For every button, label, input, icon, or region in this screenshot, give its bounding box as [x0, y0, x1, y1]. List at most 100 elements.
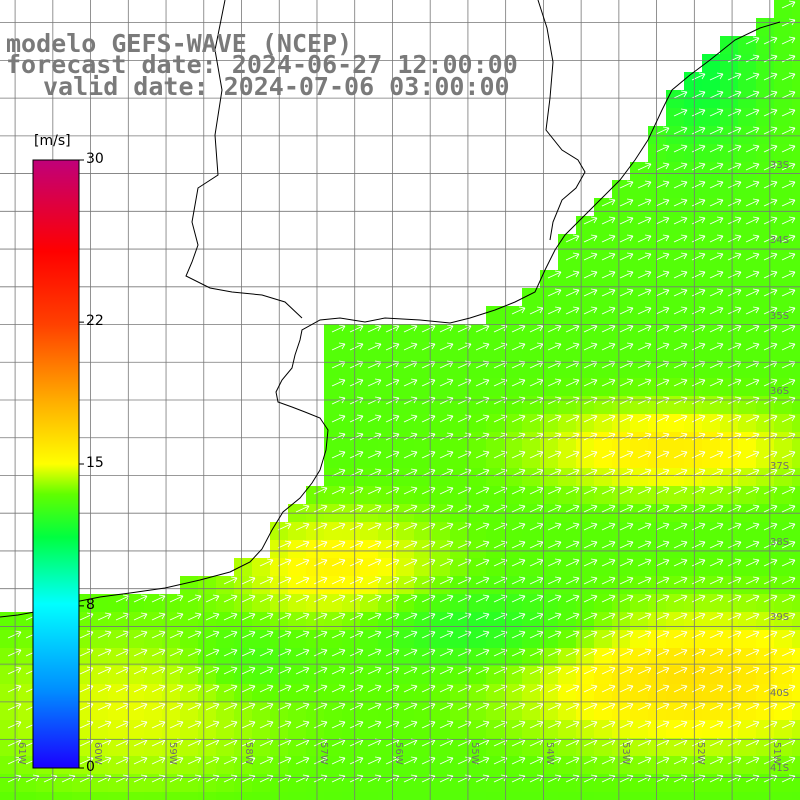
- wind-cell: [414, 594, 433, 613]
- wind-arrow: [619, 360, 634, 369]
- wind-arrow: [709, 396, 724, 405]
- wind-cell: [378, 720, 397, 739]
- wind-cell: [702, 378, 721, 397]
- wind-arrow: [673, 432, 688, 441]
- wind-arrow: [619, 630, 634, 639]
- wind-arrow: [565, 720, 580, 729]
- wind-cell: [252, 612, 271, 631]
- wind-arrow: [295, 558, 310, 567]
- wind-arrow: [601, 540, 616, 549]
- wind-cell: [486, 576, 505, 595]
- wind-arrow: [745, 450, 760, 459]
- wind-arrow: [727, 288, 742, 297]
- wind-arrow: [565, 756, 580, 765]
- wind-cell: [576, 432, 595, 451]
- wind-arrow: [583, 720, 598, 729]
- wind-cell: [252, 756, 271, 775]
- wind-cell: [90, 648, 109, 667]
- wind-cell: [414, 666, 433, 685]
- wind-cell: [702, 684, 721, 703]
- wind-arrow: [565, 342, 580, 351]
- wind-cell: [630, 360, 649, 379]
- wind-cell: [738, 324, 757, 343]
- wind-arrow: [547, 396, 562, 405]
- wind-arrow: [403, 522, 418, 531]
- wind-cell: [468, 342, 487, 361]
- wind-arrow: [709, 144, 724, 153]
- wind-arrow: [745, 540, 760, 549]
- wind-arrow: [511, 504, 526, 513]
- wind-arrow: [7, 684, 22, 693]
- wind-cell: [720, 702, 739, 721]
- wind-arrow: [709, 450, 724, 459]
- wind-cell: [486, 684, 505, 703]
- wind-cell: [306, 630, 325, 649]
- wind-cell: [594, 324, 613, 343]
- wind-cell: [666, 216, 685, 235]
- wind-arrow: [727, 270, 742, 279]
- wind-arrow: [529, 720, 544, 729]
- wind-cell: [576, 270, 595, 289]
- model-title: modelo GEFS-WAVE (NCEP): [6, 29, 353, 58]
- wind-arrow: [277, 612, 292, 621]
- wind-cell: [486, 648, 505, 667]
- wind-cell: [414, 522, 433, 541]
- lat-label: 36S: [770, 386, 790, 397]
- wind-cell: [504, 324, 523, 343]
- wind-cell: [198, 792, 217, 800]
- wind-arrow: [349, 630, 364, 639]
- wind-cell: [396, 450, 415, 469]
- wind-arrow: [745, 666, 760, 675]
- wind-arrow: [133, 720, 148, 729]
- wind-cell: [684, 72, 703, 91]
- wind-arrow: [781, 702, 796, 711]
- wind-arrow: [673, 126, 688, 135]
- wind-arrow: [349, 486, 364, 495]
- wind-arrow: [97, 684, 112, 693]
- wind-arrow: [475, 612, 490, 621]
- wind-cell: [504, 594, 523, 613]
- wind-arrow: [601, 288, 616, 297]
- wind-arrow: [313, 612, 328, 621]
- wind-cell: [792, 234, 800, 253]
- wind-cell: [720, 432, 739, 451]
- wind-cell: [504, 756, 523, 775]
- wind-arrow: [277, 666, 292, 675]
- wind-arrow: [295, 666, 310, 675]
- wind-cell: [288, 594, 307, 613]
- wind-arrow: [745, 630, 760, 639]
- wind-arrow: [349, 540, 364, 549]
- wind-cell: [684, 720, 703, 739]
- wind-arrow: [655, 432, 670, 441]
- wind-cell: [684, 288, 703, 307]
- wind-cell: [702, 54, 721, 73]
- wind-arrow: [763, 486, 778, 495]
- wind-arrow: [781, 468, 796, 477]
- wind-cell: [396, 540, 415, 559]
- wind-arrow: [781, 126, 796, 135]
- wind-arrow: [439, 576, 454, 585]
- wind-cell: [18, 630, 37, 649]
- wind-cell: [774, 234, 793, 253]
- wind-cell: [342, 738, 361, 757]
- wind-arrow: [313, 756, 328, 765]
- wind-cell: [684, 468, 703, 487]
- wind-cell: [486, 360, 505, 379]
- wind-arrow: [655, 648, 670, 657]
- wind-arrow: [673, 702, 688, 711]
- wind-arrow: [763, 576, 778, 585]
- wind-cell: [558, 684, 577, 703]
- wind-cell: [486, 378, 505, 397]
- wind-arrow: [709, 180, 724, 189]
- wind-cell: [720, 198, 739, 217]
- wind-cell: [684, 108, 703, 127]
- wind-cell: [522, 630, 541, 649]
- wind-cell: [396, 648, 415, 667]
- wind-cell: [774, 342, 793, 361]
- wind-arrow: [259, 666, 274, 675]
- wind-cell: [324, 630, 343, 649]
- wind-cell: [144, 684, 163, 703]
- wind-cell: [306, 702, 325, 721]
- wind-cell: [468, 594, 487, 613]
- wind-arrow: [673, 720, 688, 729]
